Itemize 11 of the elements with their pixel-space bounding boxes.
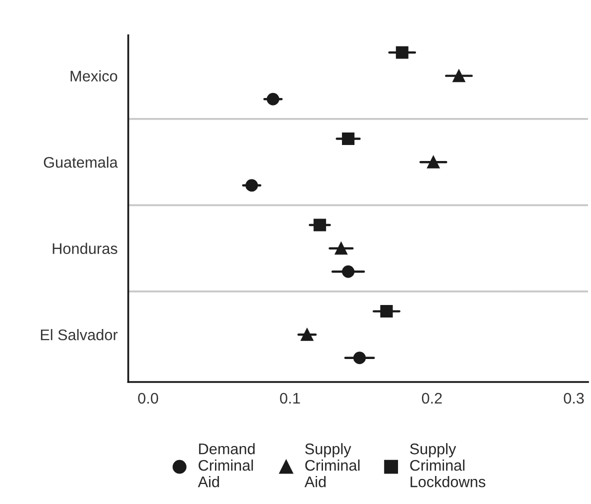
y-tick-label: Honduras — [52, 242, 118, 254]
y-tick-label: Mexico — [70, 70, 118, 82]
x-tick-label: 0.2 — [422, 392, 442, 404]
y-tick-label: El Salvador — [40, 329, 118, 340]
x-tick-label: 0.1 — [280, 392, 300, 404]
legend-label: Supply Criminal Aid — [304, 443, 360, 488]
y-tick-label: Guatemala — [44, 156, 118, 168]
legend-label: Demand Criminal Aid — [198, 443, 255, 488]
x-tick-label: 0.3 — [564, 392, 584, 404]
x-tick-label: 0.0 — [138, 392, 158, 404]
legend-label: Supply Criminal Lockdowns — [410, 443, 486, 488]
